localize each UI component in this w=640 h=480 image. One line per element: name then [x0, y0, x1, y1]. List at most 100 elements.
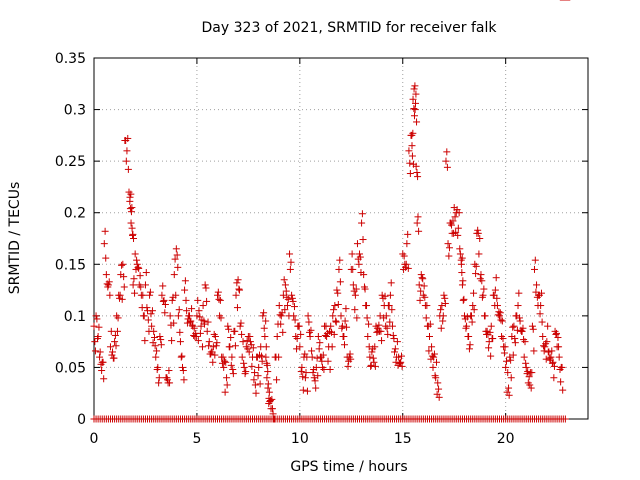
data-point	[391, 345, 399, 353]
data-point	[470, 289, 478, 297]
data-point	[147, 310, 155, 318]
y-tick-label: 0.1	[64, 309, 86, 325]
data-point	[298, 363, 306, 371]
data-point	[251, 381, 259, 389]
data-point	[343, 323, 351, 331]
data-point	[239, 338, 247, 346]
data-point	[528, 369, 536, 377]
data-point	[201, 281, 209, 289]
data-point	[502, 363, 510, 371]
data-point	[525, 373, 533, 381]
data-point	[172, 291, 180, 299]
data-point	[415, 281, 423, 289]
data-point	[152, 353, 160, 361]
data-point	[537, 289, 545, 297]
data-point	[449, 217, 457, 225]
data-point	[511, 335, 519, 343]
data-point	[417, 287, 425, 295]
data-point	[175, 306, 183, 314]
data-point	[336, 256, 344, 264]
data-point	[423, 302, 431, 310]
data-point	[209, 358, 217, 366]
data-point	[116, 291, 124, 299]
data-point	[288, 291, 296, 299]
data-point	[388, 322, 396, 330]
data-point	[277, 312, 285, 320]
data-point	[177, 353, 185, 361]
data-point	[528, 322, 536, 330]
data-point	[328, 343, 336, 351]
data-point	[113, 327, 121, 335]
data-point	[342, 305, 350, 313]
data-point	[250, 376, 258, 384]
data-point	[264, 384, 272, 392]
x-tick-label: 15	[394, 431, 412, 447]
data-point	[120, 283, 128, 291]
data-point	[148, 322, 156, 330]
data-point	[336, 278, 344, 286]
data-point	[402, 260, 410, 268]
data-point	[333, 286, 341, 294]
data-point	[237, 319, 245, 327]
data-point	[94, 332, 102, 340]
data-point	[393, 338, 401, 346]
y-tick-label: 0.05	[55, 360, 86, 376]
data-point	[433, 358, 441, 366]
data-point	[522, 363, 530, 371]
data-point	[192, 332, 200, 340]
data-point	[398, 352, 406, 360]
data-point	[128, 224, 136, 232]
data-point	[186, 312, 194, 320]
data-point	[158, 291, 166, 299]
data-point	[457, 260, 465, 268]
data-point	[414, 173, 422, 181]
data-point	[405, 147, 413, 155]
y-tick-label: 0.3	[64, 103, 86, 119]
data-point	[404, 230, 412, 238]
data-point	[410, 105, 418, 113]
data-point	[470, 306, 478, 314]
data-point	[406, 170, 414, 178]
data-point	[157, 336, 165, 344]
data-point	[465, 345, 473, 353]
data-point	[348, 250, 356, 258]
data-point	[499, 335, 507, 343]
data-point	[256, 380, 264, 388]
data-point	[229, 365, 237, 373]
data-point	[420, 282, 428, 290]
data-point	[386, 318, 394, 326]
data-point	[209, 343, 217, 351]
data-point	[279, 328, 287, 336]
data-point	[469, 302, 477, 310]
data-point	[178, 352, 186, 360]
data-point	[493, 302, 501, 310]
data-point	[92, 312, 100, 320]
y-tick-label: 0.25	[55, 154, 86, 170]
y-tick-label: 0	[77, 412, 86, 428]
data-point	[360, 271, 368, 279]
data-point	[205, 338, 213, 346]
data-point	[140, 312, 148, 320]
data-point	[537, 302, 545, 310]
data-point	[303, 387, 311, 395]
data-point	[233, 304, 241, 312]
data-point	[397, 358, 405, 366]
data-point	[509, 323, 517, 331]
data-point	[188, 305, 196, 313]
data-point	[243, 337, 251, 345]
data-point	[371, 362, 379, 370]
data-point	[119, 260, 127, 268]
data-point	[196, 329, 204, 337]
data-point	[127, 219, 135, 227]
data-point	[543, 338, 551, 346]
data-point	[353, 240, 361, 248]
data-point	[554, 334, 562, 342]
data-point	[542, 355, 550, 363]
data-point	[313, 354, 321, 362]
data-point	[299, 386, 307, 394]
chart-title: Day 323 of 2021, SRMTID for receiver fal…	[202, 20, 498, 36]
data-point	[415, 227, 423, 235]
data-point	[254, 372, 262, 380]
data-point	[228, 353, 236, 361]
data-point	[114, 314, 122, 322]
